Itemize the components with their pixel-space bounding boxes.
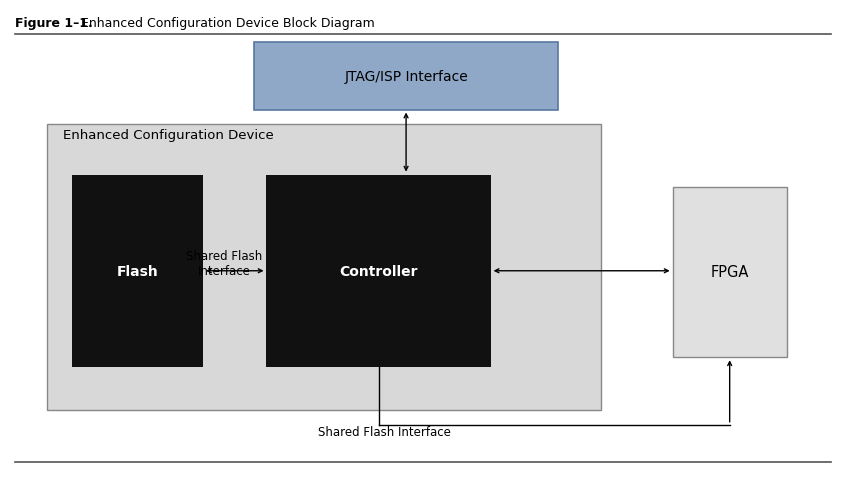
Text: JTAG/ISP Interface: JTAG/ISP Interface [344, 70, 468, 84]
FancyArrowPatch shape [207, 269, 262, 273]
Text: Shared Flash Interface: Shared Flash Interface [318, 425, 452, 439]
Text: Enhanced Configuration Device: Enhanced Configuration Device [63, 129, 274, 142]
FancyArrowPatch shape [495, 269, 668, 273]
Text: Flash: Flash [117, 264, 158, 278]
Bar [72, 175, 203, 367]
Text: FPGA: FPGA [711, 265, 749, 280]
FancyArrowPatch shape [404, 115, 408, 171]
FancyArrowPatch shape [728, 362, 732, 422]
Bar [673, 187, 787, 358]
Bar [266, 175, 491, 367]
Text: Figure 1–1.: Figure 1–1. [15, 17, 93, 30]
Text: Shared Flash
Interface: Shared Flash Interface [186, 249, 262, 277]
Bar [47, 125, 601, 410]
Bar [254, 43, 558, 110]
Text: Enhanced Configuration Device Block Diagram: Enhanced Configuration Device Block Diag… [73, 17, 375, 30]
Text: Controller: Controller [339, 264, 418, 278]
